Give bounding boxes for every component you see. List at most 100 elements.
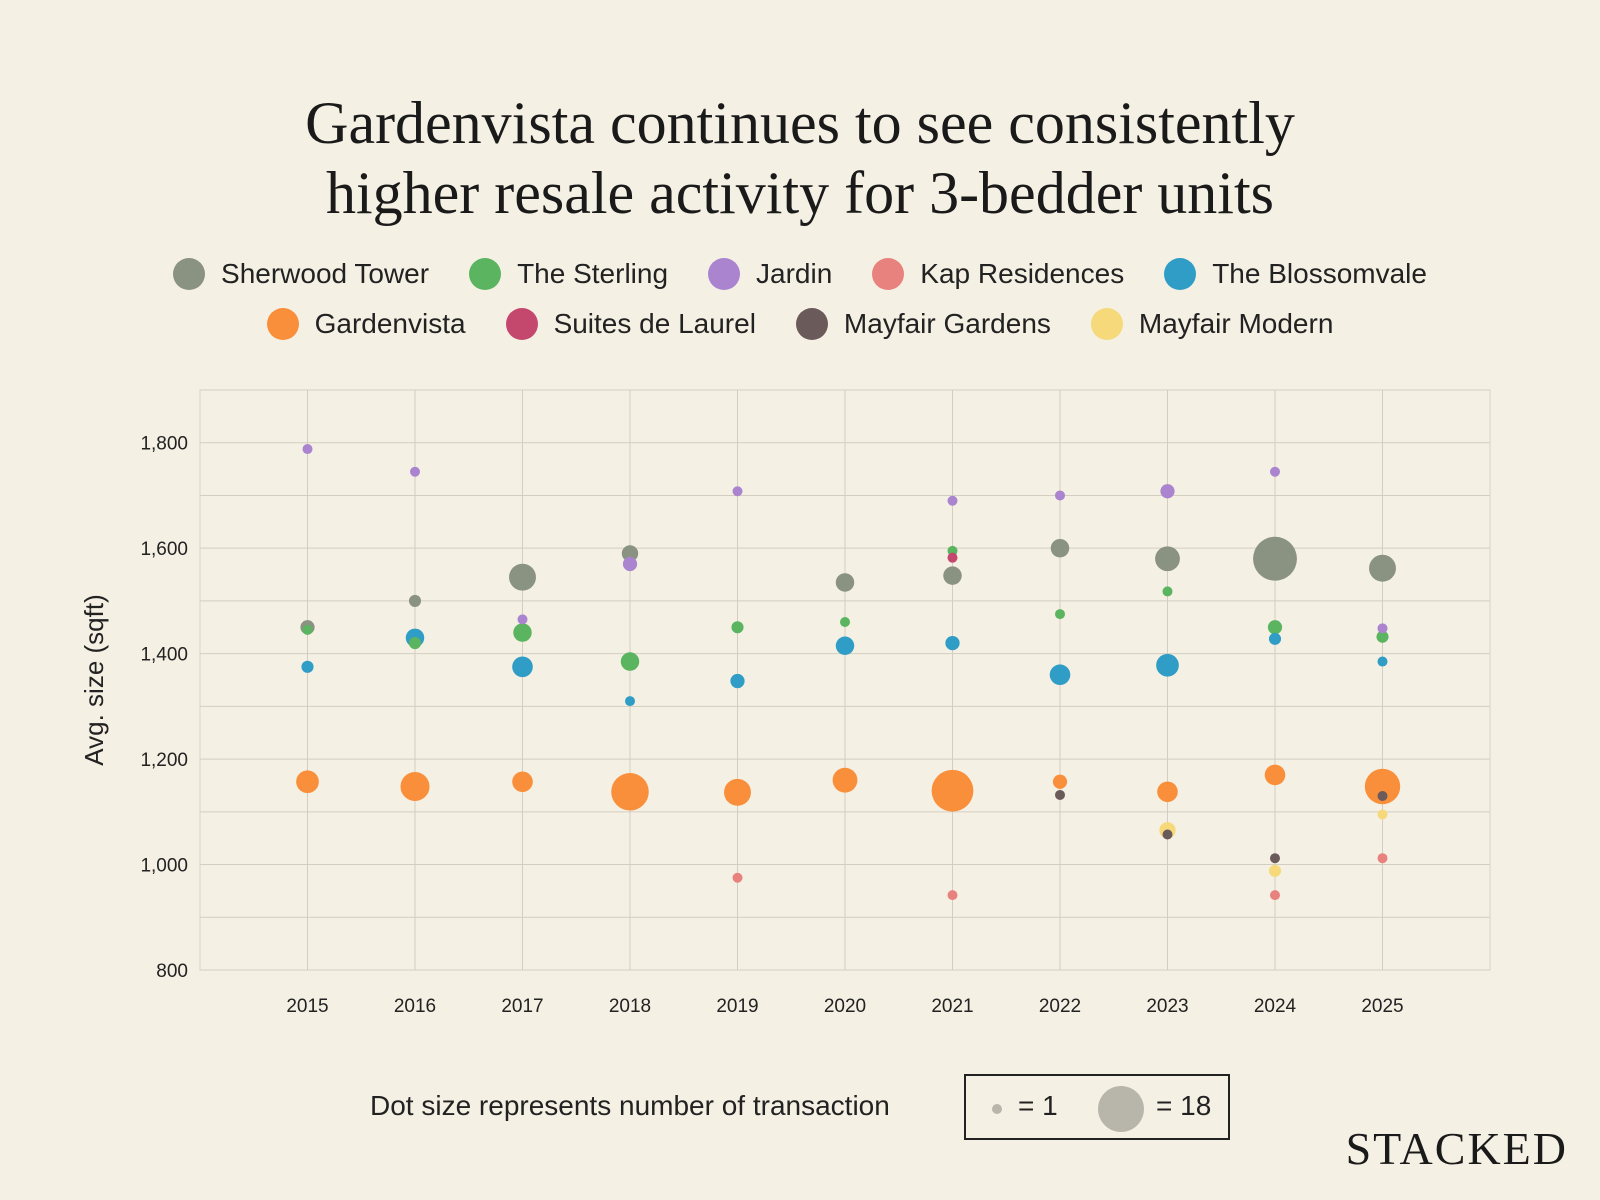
legend-label: Mayfair Gardens xyxy=(843,308,1051,339)
legend-swatch xyxy=(708,258,741,290)
data-point xyxy=(622,556,638,572)
y-axis-label: Avg. size (sqft) xyxy=(79,594,109,765)
data-point xyxy=(1160,484,1175,499)
x-tick-label: 2024 xyxy=(1254,996,1297,1017)
legend-swatch xyxy=(266,308,299,340)
data-point xyxy=(724,778,751,806)
legend-label: Mayfair Modern xyxy=(1138,308,1334,339)
data-point xyxy=(947,552,958,563)
data-point xyxy=(1270,890,1280,901)
legend-row-2: Gardenvista Suites de Laurel Mayfair Garde… xyxy=(0,308,1600,340)
data-point xyxy=(1377,656,1388,667)
chart-title-line-2: higher resale activity for 3-bedder unit… xyxy=(326,160,1274,226)
x-tick-label: 2016 xyxy=(394,996,436,1017)
data-point xyxy=(517,614,528,625)
data-point xyxy=(302,444,313,455)
size-legend-box: = 1 = 18 xyxy=(964,1074,1230,1140)
legend-item: The Blossomvale xyxy=(1164,258,1427,290)
data-point xyxy=(945,635,960,651)
legend-item: Kap Residences xyxy=(872,258,1124,290)
data-point xyxy=(1156,653,1179,677)
legend-swatch xyxy=(1164,258,1197,290)
x-tick-label: 2018 xyxy=(609,996,651,1017)
data-point xyxy=(1162,829,1173,840)
data-point xyxy=(1377,791,1388,801)
x-tick-label: 2022 xyxy=(1039,996,1081,1017)
bubble-chart: 800 1,000 1,200 1,400 1,600 1,800 2015 2016 2017… xyxy=(79,389,1491,1017)
size-legend-large-label: = 18 xyxy=(1156,1090,1212,1121)
data-point xyxy=(947,890,958,901)
data-point xyxy=(1377,623,1388,634)
legend-swatch xyxy=(469,258,502,290)
chart-title: Gardenvista continues to see consistentl… xyxy=(0,88,1600,228)
data-point xyxy=(512,656,533,678)
legend-swatch xyxy=(173,258,206,290)
data-point xyxy=(732,486,743,497)
data-point xyxy=(296,770,319,794)
data-point xyxy=(1052,774,1068,789)
data-point xyxy=(509,563,536,591)
y-tick-label: 1,600 xyxy=(140,539,188,560)
legend-label: Suites de Laurel xyxy=(553,308,756,339)
data-point xyxy=(1157,781,1178,803)
data-point xyxy=(611,773,649,811)
data-point xyxy=(931,769,974,812)
x-tick-label: 2023 xyxy=(1146,996,1188,1017)
data-point xyxy=(840,617,850,627)
data-point xyxy=(1364,768,1401,805)
data-point xyxy=(1162,586,1173,597)
data-point xyxy=(621,545,639,562)
data-point xyxy=(1264,764,1286,786)
data-point xyxy=(1055,490,1065,501)
data-point xyxy=(947,495,958,506)
y-tick-label: 800 xyxy=(156,961,188,982)
data-point xyxy=(1049,664,1071,686)
data-point xyxy=(302,624,313,635)
legend-item: Sherwood Tower xyxy=(173,258,429,290)
data-point xyxy=(1155,546,1180,572)
y-tick-label: 1,800 xyxy=(140,434,188,455)
data-point xyxy=(1369,554,1396,582)
legend-item: The Sterling xyxy=(469,258,668,290)
legend-swatch xyxy=(795,308,828,340)
data-point xyxy=(943,566,962,585)
data-point xyxy=(410,466,420,477)
size-legend-small-label: = 1 xyxy=(1018,1090,1058,1121)
data-point xyxy=(1268,632,1282,645)
size-legend-caption: Dot size represents number of transactio… xyxy=(370,1090,890,1121)
y-tick-label: 1,400 xyxy=(140,645,188,666)
chart-title-line-1: Gardenvista continues to see consistentl… xyxy=(305,90,1295,156)
brand-logo: STACKED xyxy=(1345,1123,1568,1174)
legend-swatch xyxy=(505,308,538,340)
legend-row-1: Sherwood Tower The Sterling Jardin Kap Resi… xyxy=(0,258,1600,290)
data-point xyxy=(835,636,855,655)
legend-swatch xyxy=(872,258,905,290)
legend-swatch xyxy=(1090,308,1123,340)
legend-label: Gardenvista xyxy=(314,308,466,339)
legend-label: The Sterling xyxy=(517,258,669,289)
legend-item: Jardin xyxy=(708,258,832,290)
data-point xyxy=(1377,853,1388,864)
legend-label: Kap Residences xyxy=(920,258,1125,289)
data-point xyxy=(1267,620,1283,635)
data-point xyxy=(620,652,640,671)
legend-label: The Blossomvale xyxy=(1212,258,1427,289)
data-point xyxy=(1055,609,1065,620)
x-tick-label: 2019 xyxy=(716,996,758,1017)
size-legend-large-dot xyxy=(1098,1086,1144,1132)
size-legend-small-dot xyxy=(992,1104,1002,1114)
legend-item: Mayfair Gardens xyxy=(795,308,1051,340)
y-tick-label: 1,200 xyxy=(140,750,188,771)
legend-label: Sherwood Tower xyxy=(221,258,430,289)
data-point xyxy=(400,771,430,802)
x-tick-label: 2021 xyxy=(931,996,973,1017)
x-tick-label: 2020 xyxy=(824,996,866,1017)
legend-item: Mayfair Modern xyxy=(1090,308,1334,340)
data-point xyxy=(1377,809,1388,820)
data-point xyxy=(625,696,635,707)
data-point xyxy=(732,872,743,883)
data-point xyxy=(1268,864,1282,877)
data-point xyxy=(947,545,958,556)
x-tick-label: 2017 xyxy=(501,996,543,1017)
data-point xyxy=(512,771,533,793)
